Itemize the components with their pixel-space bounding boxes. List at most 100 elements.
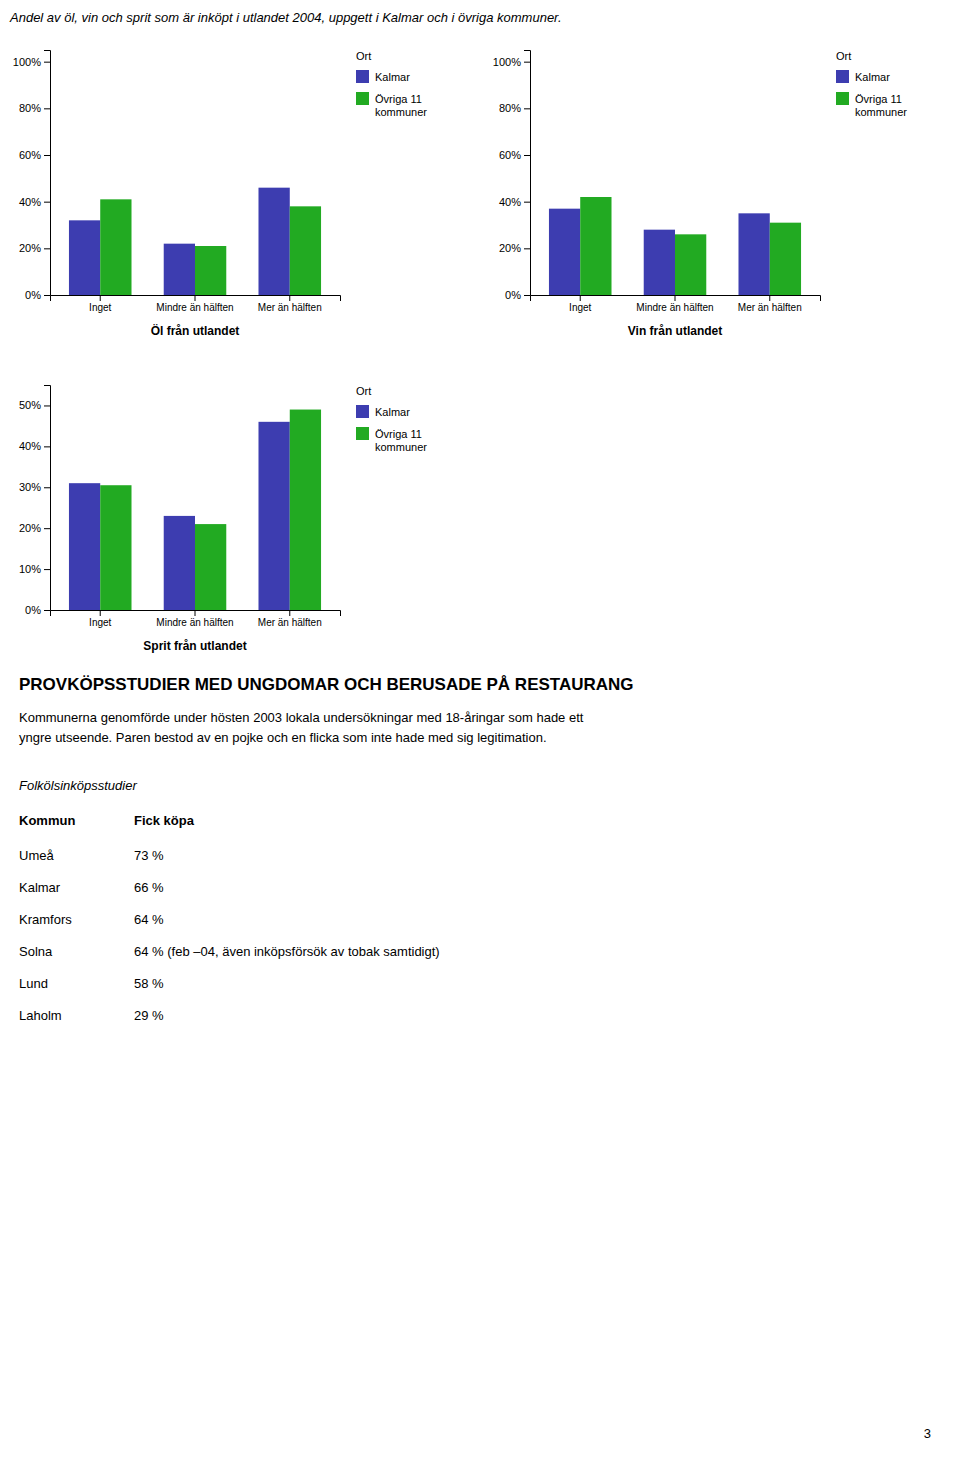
tick-mark [524, 108, 530, 109]
table-cell: 58 % [134, 976, 164, 991]
bar [195, 246, 226, 295]
legend-title: Ort [836, 50, 851, 62]
bar [549, 209, 580, 295]
tick-label: 10% [19, 563, 41, 575]
x-axis: Inget Mindre än hälften Mer än hälften [51, 295, 341, 313]
legend-swatch [356, 92, 369, 105]
legend-item: Övriga 11kommuner [356, 427, 427, 453]
tick-label: 100% [493, 56, 521, 68]
tick-label: 0% [505, 289, 521, 301]
tick: Inget [569, 295, 591, 313]
tick: 80% [499, 102, 530, 114]
tick: 100% [493, 56, 530, 68]
tick-label: 60% [19, 149, 41, 161]
tick: Mindre än hälften [156, 610, 233, 628]
legend-item: Övriga 11kommuner [836, 92, 907, 118]
tick-label: Inget [89, 617, 111, 628]
tick-mark [195, 295, 196, 301]
legend-title: Ort [356, 385, 371, 397]
legend-item: Kalmar [356, 405, 410, 418]
tick: 60% [19, 149, 50, 161]
tick: Inget [89, 295, 111, 313]
tick-label: 40% [499, 196, 521, 208]
table-cell: 64 % (feb –04, även inköpsförsök av toba… [134, 944, 440, 959]
tick-mark [44, 108, 50, 109]
table-cell: Kalmar [19, 880, 61, 895]
axis-line [51, 296, 341, 302]
axis-line [524, 51, 531, 296]
legend-label: Övriga 11kommuner [855, 93, 907, 118]
tick-label: 20% [19, 242, 41, 254]
axis-title: Öl från utlandet [151, 323, 240, 338]
italic-header: Folkölsinköpsstudier [19, 778, 137, 793]
tick: 20% [19, 242, 50, 254]
bars [69, 188, 321, 295]
tick-label: 40% [19, 440, 41, 452]
y-axis: 0% 20% 40% 60% 80% 100% [493, 51, 531, 302]
tick-label: Mer än hälften [258, 302, 322, 313]
tick-label: Inget [89, 302, 111, 313]
legend-item: Kalmar [356, 70, 410, 83]
axis-title: Sprit från utlandet [143, 639, 246, 653]
tick-label: Mindre än hälften [636, 302, 713, 313]
tick: 50% [19, 399, 50, 411]
bar [100, 199, 131, 295]
tick-label: 60% [499, 149, 521, 161]
tick: 40% [499, 196, 530, 208]
tick: 30% [19, 481, 50, 493]
tick-mark [44, 487, 50, 488]
tick-label: 0% [25, 604, 41, 616]
tick: 40% [19, 440, 50, 452]
page: Andel av öl, vin och sprit som är inköpt… [0, 0, 960, 1457]
page-number: 3 [924, 1426, 931, 1441]
axis-title: Vin från utlandet [628, 324, 722, 338]
bar [100, 485, 131, 610]
legend-title: Ort [356, 50, 371, 62]
legend-item: Övriga 11kommuner [356, 92, 427, 118]
bars [69, 410, 321, 610]
tick: Mindre än hälften [156, 295, 233, 313]
legend-label: Kalmar [375, 71, 410, 83]
tick-label: 40% [19, 196, 41, 208]
tick: 100% [13, 56, 50, 68]
legend: OrtKalmarÖvriga 11kommuner [836, 50, 907, 118]
tick: 40% [19, 196, 50, 208]
tick-label: 20% [499, 242, 521, 254]
tick-mark [524, 202, 530, 203]
legend-swatch [356, 405, 369, 418]
tick-mark [524, 295, 530, 296]
axis-line [51, 611, 341, 617]
tick-mark [769, 295, 770, 301]
legend-swatch [836, 92, 849, 105]
legend-label: Övriga 11kommuner [375, 93, 427, 118]
bar [580, 197, 611, 295]
bar [69, 220, 100, 295]
tick-label: 100% [13, 56, 41, 68]
tick-label: 80% [19, 102, 41, 114]
tick: 0% [505, 289, 530, 301]
bar [195, 524, 226, 610]
bar [164, 244, 195, 295]
bar [644, 230, 675, 295]
y-axis: 0%20%40%60%80%100% [13, 51, 51, 302]
legend: Ort Kalmar Övriga 11kommuner [356, 385, 427, 453]
tick-mark [580, 295, 581, 301]
tick-mark [44, 446, 50, 447]
axis-line [44, 51, 51, 296]
y-axis: 0%10%20%30%40%50% [19, 386, 51, 617]
legend: Ort Kalmar Övriga 11kommuner [356, 50, 427, 118]
axis-line [44, 386, 51, 611]
tick-label: 30% [19, 481, 41, 493]
tick-mark [100, 295, 101, 301]
axis-line [531, 296, 821, 302]
tick-mark [195, 610, 196, 616]
table-cell: 73 % [134, 848, 164, 863]
tick: Mer än hälften [258, 295, 322, 313]
bar [738, 213, 769, 295]
legend-swatch [356, 70, 369, 83]
tick-mark [289, 295, 290, 301]
chart: 0% 20% 40% 60% 80% 100% Inget Mindre än hälften… [493, 50, 907, 338]
tick-mark [524, 62, 530, 63]
tick: Mer än hälften [738, 295, 802, 313]
table-cell: 29 % [134, 1008, 164, 1023]
